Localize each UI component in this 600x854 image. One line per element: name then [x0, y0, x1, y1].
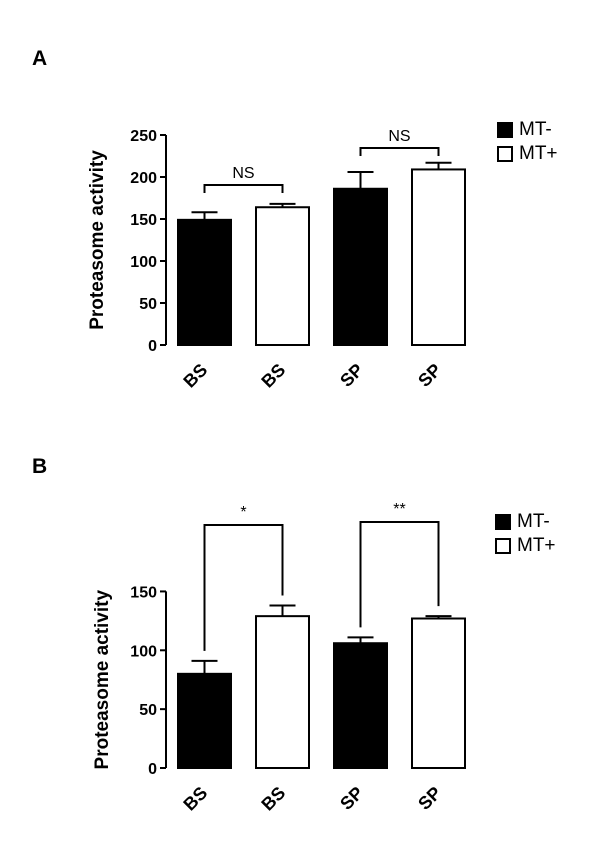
legend-swatch — [495, 538, 511, 554]
y-axis-label: Proteasome activity — [92, 590, 113, 770]
bar — [255, 615, 310, 769]
legend-b: MT- MT+ — [495, 510, 556, 558]
bar — [333, 187, 388, 346]
legend-swatch — [495, 514, 511, 530]
y-axis-label: Proteasome activity — [87, 150, 108, 330]
legend-label: MT- — [517, 511, 550, 532]
legend-swatch — [497, 146, 513, 162]
legend-label: MT+ — [519, 143, 558, 164]
y-tick-label: 100 — [130, 643, 157, 660]
significance-label: ** — [393, 501, 405, 518]
legend-item: MT+ — [497, 142, 558, 166]
significance-bracket — [203, 184, 284, 193]
legend-a: MT- MT+ — [497, 118, 558, 166]
legend-item: MT- — [495, 510, 556, 534]
y-tick-label: 0 — [148, 761, 157, 778]
significance-bracket — [359, 147, 440, 156]
x-tick-label: SP — [414, 783, 445, 814]
y-tick-label: 50 — [139, 296, 157, 313]
legend-label: MT- — [519, 119, 552, 140]
y-tick-label: 150 — [130, 212, 157, 229]
significance-bracket — [359, 521, 440, 628]
y-tick-label: 250 — [130, 128, 157, 145]
x-tick-label: BS — [179, 783, 211, 815]
bar — [255, 206, 310, 346]
y-tick-label: 100 — [130, 254, 157, 271]
bar — [333, 642, 388, 769]
bar — [177, 672, 232, 769]
y-tick-label: 150 — [130, 584, 157, 601]
x-tick-label: BS — [257, 783, 289, 815]
significance-label: NS — [232, 165, 254, 182]
bar — [411, 617, 466, 770]
significance-label: * — [240, 504, 246, 521]
bar — [177, 218, 232, 346]
y-tick-label: 50 — [139, 702, 157, 719]
legend-swatch — [497, 122, 513, 138]
panel-letter-a: A — [32, 47, 48, 70]
bar — [411, 168, 466, 346]
significance-bracket — [203, 524, 284, 651]
legend-label: MT+ — [517, 535, 556, 556]
y-tick-label: 0 — [148, 338, 157, 355]
legend-item: MT+ — [495, 534, 556, 558]
x-tick-label: SP — [336, 783, 367, 814]
significance-label: NS — [388, 128, 410, 145]
legend-item: MT- — [497, 118, 558, 142]
y-tick-label: 200 — [130, 170, 157, 187]
panel-letter-b: B — [32, 455, 48, 478]
